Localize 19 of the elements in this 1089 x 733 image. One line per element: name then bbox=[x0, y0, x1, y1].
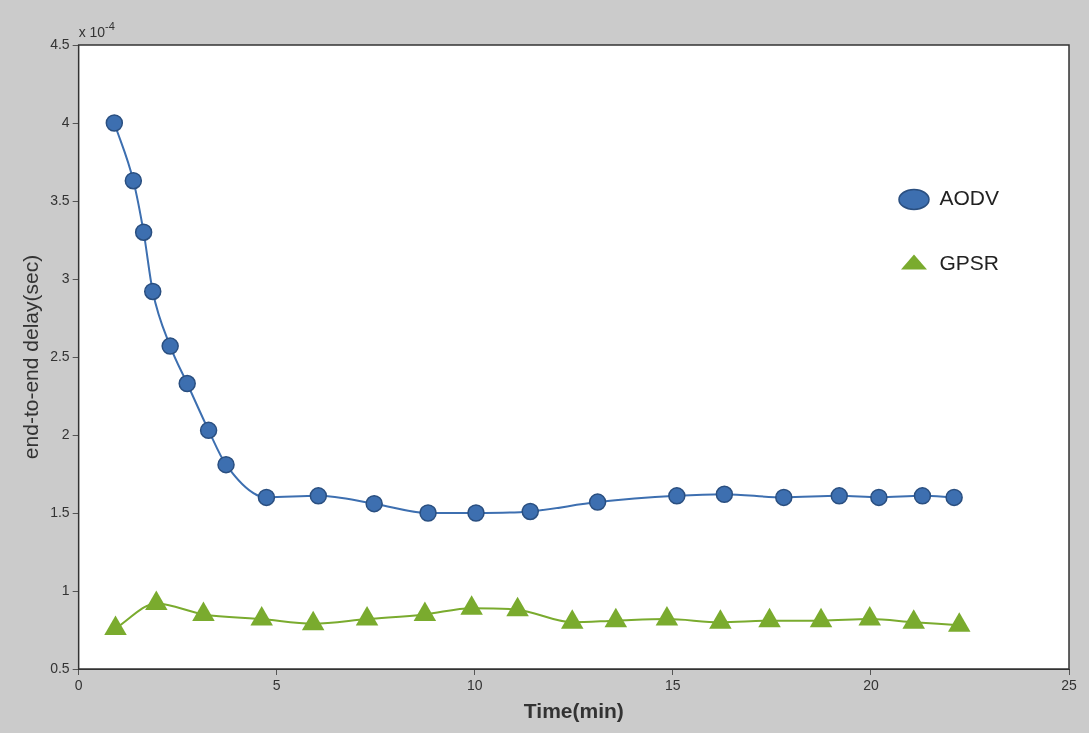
x-tick-label: 15 bbox=[665, 677, 681, 694]
y-tick-label: 4.5 bbox=[50, 35, 70, 52]
y-tick-label: 1.5 bbox=[50, 503, 70, 520]
x-axis-title: Time(min) bbox=[523, 699, 624, 723]
y-tick-label: 1 bbox=[61, 581, 70, 598]
x-tick-label: 10 bbox=[467, 677, 483, 694]
y-tick-label: 2 bbox=[61, 425, 70, 442]
y-tick-label: 4 bbox=[61, 113, 70, 130]
x-tick-label: 25 bbox=[1061, 677, 1077, 694]
x-tick-label: 0 bbox=[74, 677, 83, 694]
y-tick-label: 3.5 bbox=[50, 191, 70, 208]
y-axis-title: end-to-end delay(sec) bbox=[19, 254, 43, 460]
x-tick-label: 5 bbox=[272, 677, 281, 694]
y-tick-label: 3 bbox=[61, 269, 70, 286]
y-tick-label: 0.5 bbox=[50, 659, 70, 676]
legend-label: GPSR bbox=[939, 251, 999, 275]
y-tick-label: 2.5 bbox=[50, 347, 70, 364]
x-tick-label: 20 bbox=[863, 677, 879, 694]
legend-label: AODV bbox=[939, 186, 999, 210]
